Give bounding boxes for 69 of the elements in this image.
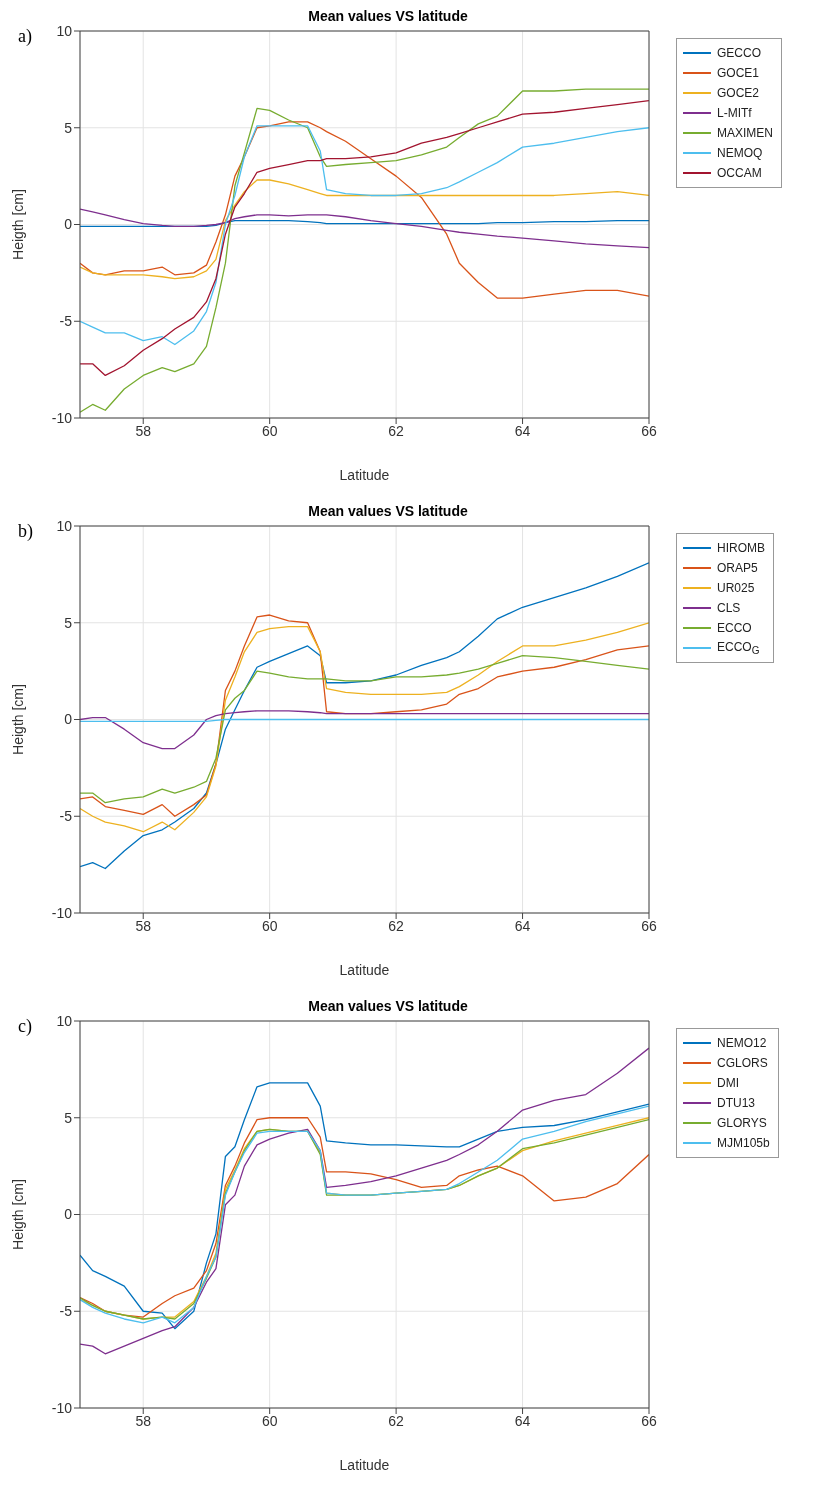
y-tick-label: 10: [56, 22, 73, 39]
x-axis-title: Latitude: [339, 962, 390, 978]
x-axis-title: Latitude: [339, 467, 390, 483]
x-tick-label: 60: [261, 422, 278, 439]
legend-label: OCCAM: [717, 166, 762, 180]
line-series: [80, 1047, 649, 1355]
y-axis-title: Heigth [cm]: [9, 1179, 26, 1250]
x-tick-label: 62: [388, 917, 405, 934]
y-tick-label: -5: [59, 1303, 73, 1320]
x-tick-label: 58: [135, 917, 152, 934]
legend-label: GECCO: [717, 46, 762, 60]
text: c): [18, 1016, 32, 1036]
y-tick-label: -5: [59, 808, 73, 825]
x-tick-label: 64: [514, 917, 531, 934]
chart-title: Mean values VS latitude: [308, 503, 468, 519]
legend-label: ECCO: [717, 621, 752, 635]
x-tick-label: 58: [135, 1412, 152, 1429]
legend-label: MJM105b: [717, 1136, 770, 1150]
chart-title: Mean values VS latitude: [308, 8, 468, 24]
y-axis-title: Heigth [cm]: [9, 684, 26, 755]
y-tick-label: 5: [64, 1109, 73, 1126]
x-tick-label: 66: [641, 422, 657, 439]
legend-label: GOCE2: [717, 86, 760, 100]
line-series: [80, 179, 649, 280]
legend-label: UR025: [717, 581, 755, 595]
x-tick-label: 60: [261, 917, 278, 934]
line-series: [80, 562, 649, 870]
x-tick-label: 66: [641, 1412, 657, 1429]
x-tick-label: 62: [388, 1412, 405, 1429]
text: b): [18, 521, 33, 541]
y-tick-label: 10: [56, 517, 73, 534]
legend-label: ECCO$_{G}$: [717, 639, 760, 657]
x-tick-label: 64: [514, 422, 531, 439]
y-tick-label: -5: [59, 313, 73, 330]
legend-label: ORAP5: [717, 561, 758, 575]
y-tick-label: 0: [64, 216, 73, 233]
chart-title: Mean values VS latitude: [308, 998, 468, 1014]
x-tick-label: 58: [135, 422, 152, 439]
line-series: [80, 710, 649, 750]
y-tick-label: -10: [51, 904, 73, 921]
line-series: [80, 121, 649, 299]
x-tick-label: 60: [261, 1412, 278, 1429]
legend-label: NEMOQ: [717, 146, 763, 160]
legend-label: L-MITf: [717, 106, 752, 120]
line-series: [80, 125, 649, 346]
y-tick-label: -10: [51, 1399, 73, 1416]
y-tick-label: 5: [64, 119, 73, 136]
y-tick-label: 5: [64, 614, 73, 631]
y-axis-title: Heigth [cm]: [9, 189, 26, 260]
legend-label: HIROMB: [717, 541, 765, 555]
y-tick-label: -10: [51, 409, 73, 426]
x-tick-label: 64: [514, 1412, 531, 1429]
y-tick-label: 10: [56, 1012, 73, 1029]
legend-label: DTU13: [717, 1096, 756, 1110]
y-tick-label: 0: [64, 1206, 73, 1223]
y-tick-label: 0: [64, 711, 73, 728]
legend-label: CLS: [717, 601, 741, 615]
legend-label: DMI: [717, 1076, 739, 1090]
text: a): [18, 26, 32, 46]
line-series: [80, 655, 649, 804]
legend-label: CGLORS: [717, 1056, 768, 1070]
legend-label: MAXIMEN: [717, 126, 774, 140]
line-series: [80, 208, 649, 249]
legend-label: GOCE1: [717, 66, 760, 80]
legend-label: GLORYS: [717, 1116, 767, 1130]
legend-label: NEMO12: [717, 1036, 767, 1050]
x-tick-label: 66: [641, 917, 657, 934]
x-axis-title: Latitude: [339, 1457, 390, 1473]
x-tick-label: 62: [388, 422, 405, 439]
